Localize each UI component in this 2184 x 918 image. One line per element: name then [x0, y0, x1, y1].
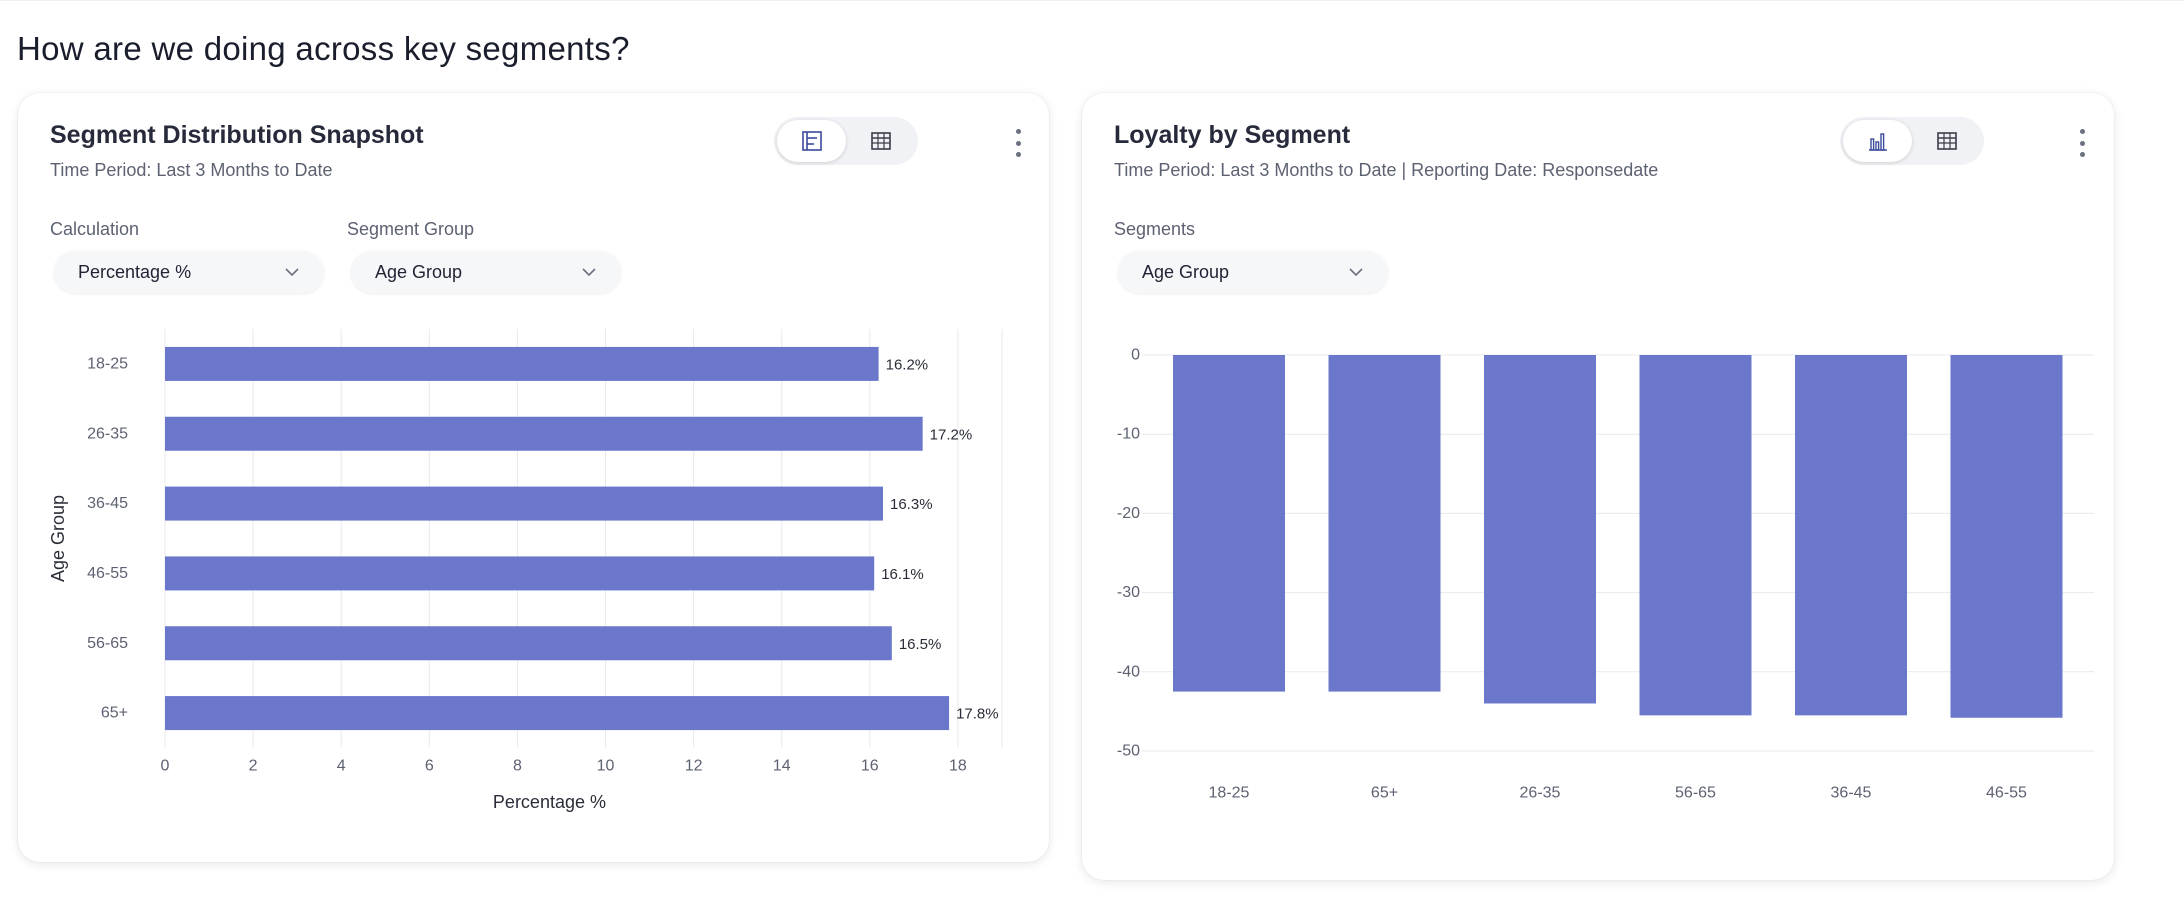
- y-tick-label: 36-45: [87, 495, 128, 512]
- y-tick-label: 56-65: [87, 635, 128, 652]
- segment-group-dropdown[interactable]: Age Group: [351, 251, 621, 293]
- table-view-button[interactable]: [846, 120, 915, 162]
- y-tick-label: 26-35: [87, 425, 128, 442]
- chart-view-button[interactable]: [777, 120, 846, 162]
- x-tick-label: 36-45: [1831, 785, 1872, 802]
- y-tick-label: 18-25: [87, 355, 128, 372]
- page-heading: How are we doing across key segments?: [17, 30, 630, 67]
- loyalty-by-segment-chart: 0 -10 -20 -30 -40 -50 18-25 65+ 26-35 56-65 36-45 4…: [1117, 347, 2094, 802]
- y-axis-title: Age Group: [48, 495, 68, 582]
- x-tick-label: 18: [949, 757, 967, 774]
- bar: [1950, 355, 2063, 718]
- more-options-button[interactable]: [1006, 127, 1030, 159]
- bar: [1173, 355, 1285, 692]
- segments-label: Segments: [1114, 219, 1196, 239]
- calculation-value: Percentage %: [78, 261, 192, 282]
- x-tick-label: 56-65: [1675, 785, 1716, 802]
- x-tick-label: 18-25: [1209, 785, 1250, 802]
- loyalty-by-segment-card: Loyalty by Segment Time Period: Last 3 M…: [1082, 93, 2114, 880]
- segment-group-label: Segment Group: [347, 219, 475, 239]
- segment-distribution-chart: 0 2 4 6 8 10 12 14 16 18 18-25 16.2% 26-35 17.2% 36-45…: [48, 329, 1003, 812]
- card-subtitle: Time Period: Last 3 Months to Date | Rep…: [1114, 160, 1659, 180]
- segments-value: Age Group: [1142, 261, 1230, 282]
- horizontal-bar-chart-icon: [801, 131, 822, 151]
- y-tick-label: 0: [1131, 347, 1140, 364]
- x-tick-label: 8: [513, 757, 522, 774]
- x-tick-label: 4: [337, 757, 346, 774]
- x-tick-label: 14: [773, 757, 791, 774]
- data-label: 16.2%: [886, 356, 929, 373]
- chevron-down-icon: [1349, 268, 1363, 277]
- bar: [165, 696, 950, 731]
- y-tick-label: 46-55: [87, 565, 128, 582]
- x-tick-label: 26-35: [1520, 785, 1561, 802]
- bar-chart-icon: [1868, 133, 1887, 151]
- more-options-button[interactable]: [2070, 127, 2094, 159]
- y-tick-label: -10: [1117, 426, 1140, 443]
- data-label: 16.3%: [890, 496, 933, 513]
- bar: [1328, 355, 1441, 692]
- table-icon: [870, 132, 891, 150]
- x-tick-label: 10: [597, 757, 615, 774]
- bar: [165, 626, 892, 661]
- y-tick-label: -50: [1117, 743, 1140, 760]
- x-tick-label: 2: [249, 757, 258, 774]
- segment-distribution-card: Segment Distribution Snapshot Time Perio…: [18, 93, 1049, 862]
- y-tick-label: -20: [1117, 505, 1140, 522]
- data-label: 16.5%: [899, 636, 942, 653]
- calculation-dropdown[interactable]: Percentage %: [54, 251, 324, 293]
- x-tick-label: 6: [425, 757, 434, 774]
- data-label: 17.2%: [930, 426, 973, 443]
- calculation-label: Calculation: [50, 219, 140, 239]
- table-icon: [1936, 132, 1957, 150]
- chevron-down-icon: [582, 268, 596, 277]
- bar: [1795, 355, 1907, 716]
- chart-view-button[interactable]: [1843, 120, 1912, 162]
- x-tick-label: 46-55: [1986, 785, 2027, 802]
- y-tick-label: -40: [1117, 663, 1140, 680]
- x-tick-label: 65+: [1371, 785, 1398, 802]
- view-toggle: [1840, 117, 1984, 165]
- data-label: 17.8%: [956, 706, 999, 723]
- bar: [1639, 355, 1752, 716]
- bar: [165, 486, 884, 521]
- segments-dropdown[interactable]: Age Group: [1118, 251, 1388, 293]
- bar: [165, 416, 923, 451]
- x-tick-label: 16: [861, 757, 879, 774]
- card-title: Segment Distribution Snapshot: [50, 121, 424, 149]
- card-subtitle: Time Period: Last 3 Months to Date: [50, 160, 333, 180]
- y-tick-label: 65+: [101, 705, 128, 722]
- y-tick-label: -30: [1117, 584, 1140, 601]
- x-tick-label: 12: [685, 757, 703, 774]
- view-toggle: [774, 117, 918, 165]
- bar: [165, 346, 879, 381]
- segment-group-value: Age Group: [375, 261, 463, 282]
- top-divider: [0, 0, 2184, 1]
- bar: [1484, 355, 1596, 704]
- card-title: Loyalty by Segment: [1114, 121, 1351, 149]
- bar: [165, 556, 875, 591]
- chevron-down-icon: [285, 268, 299, 277]
- data-label: 16.1%: [881, 566, 924, 583]
- x-tick-label: 0: [161, 757, 170, 774]
- x-axis-title: Percentage %: [493, 792, 606, 812]
- table-view-button[interactable]: [1912, 120, 1981, 162]
